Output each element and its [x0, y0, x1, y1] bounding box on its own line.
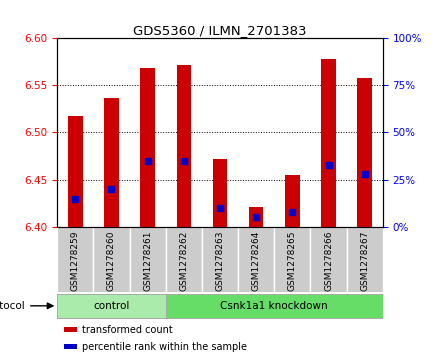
Text: GSM1278265: GSM1278265	[288, 230, 297, 291]
Text: GSM1278263: GSM1278263	[216, 230, 224, 291]
Bar	[166, 227, 202, 292]
Bar	[64, 344, 77, 349]
Text: control: control	[93, 301, 130, 311]
Bar	[202, 227, 238, 292]
Bar	[347, 227, 383, 292]
Bar	[129, 227, 166, 292]
Bar	[176, 65, 191, 227]
Text: GSM1278266: GSM1278266	[324, 230, 333, 291]
Bar	[321, 59, 336, 227]
Bar	[311, 227, 347, 292]
Bar	[238, 227, 274, 292]
Bar	[57, 227, 93, 292]
Text: GSM1278261: GSM1278261	[143, 230, 152, 291]
Text: percentile rank within the sample: percentile rank within the sample	[82, 342, 246, 352]
Bar	[64, 327, 77, 333]
Bar	[104, 98, 119, 227]
Text: GSM1278267: GSM1278267	[360, 230, 369, 291]
Bar	[249, 207, 264, 227]
Bar	[213, 159, 227, 227]
Bar	[274, 227, 311, 292]
Title: GDS5360 / ILMN_2701383: GDS5360 / ILMN_2701383	[133, 24, 307, 37]
Bar	[285, 175, 300, 227]
Text: GSM1278259: GSM1278259	[71, 230, 80, 291]
Bar	[140, 68, 155, 227]
Bar	[57, 294, 166, 318]
Text: transformed count: transformed count	[82, 325, 172, 335]
Text: GSM1278262: GSM1278262	[180, 230, 188, 290]
Bar	[68, 115, 83, 227]
Text: GSM1278260: GSM1278260	[107, 230, 116, 291]
Text: GSM1278264: GSM1278264	[252, 230, 260, 290]
Bar	[357, 78, 372, 227]
Bar	[166, 294, 383, 318]
Text: Csnk1a1 knockdown: Csnk1a1 knockdown	[220, 301, 328, 311]
Bar	[93, 227, 129, 292]
Text: protocol: protocol	[0, 301, 25, 311]
